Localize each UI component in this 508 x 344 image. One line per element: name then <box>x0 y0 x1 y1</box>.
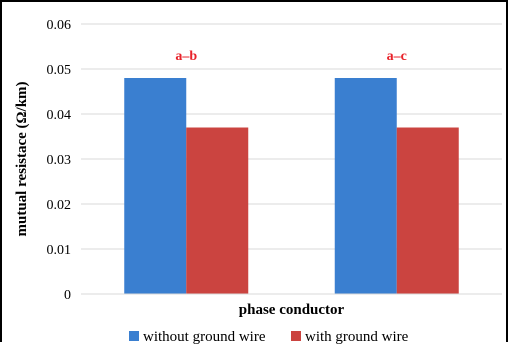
legend-swatch-without-ground-wire <box>129 331 139 341</box>
y-tick-label: 0.02 <box>47 198 72 213</box>
legend-label-with-ground-wire: with ground wire <box>305 329 409 344</box>
y-axis-ticks: 0 0.01 0.02 0.03 0.04 0.05 0.06 <box>47 18 72 303</box>
y-tick-label: 0.01 <box>47 243 72 258</box>
bar-without-ground-wire-1 <box>124 78 187 294</box>
legend-label-without-ground-wire: without ground wire <box>143 329 266 344</box>
bar-with-ground-wire-2 <box>396 127 459 294</box>
category-annotation: a–b <box>175 49 197 64</box>
y-tick-label: 0.03 <box>47 153 72 168</box>
x-axis-title: phase conductor <box>239 302 345 318</box>
bar-without-ground-wire-2 <box>334 78 397 294</box>
y-tick-label: 0 <box>64 288 71 303</box>
category-annotations: a–b a–c <box>175 49 407 64</box>
category-annotation: a–c <box>387 49 407 64</box>
legend-swatch-with-ground-wire <box>291 331 301 341</box>
legend: without ground wire with ground wire <box>129 329 409 344</box>
bars <box>124 78 459 294</box>
y-tick-label: 0.04 <box>47 108 72 123</box>
y-tick-label: 0.05 <box>47 63 72 78</box>
bar-with-ground-wire-1 <box>186 127 249 294</box>
y-axis-title: mutual resistace (Ω/km) <box>14 81 30 236</box>
y-tick-label: 0.06 <box>47 18 72 33</box>
